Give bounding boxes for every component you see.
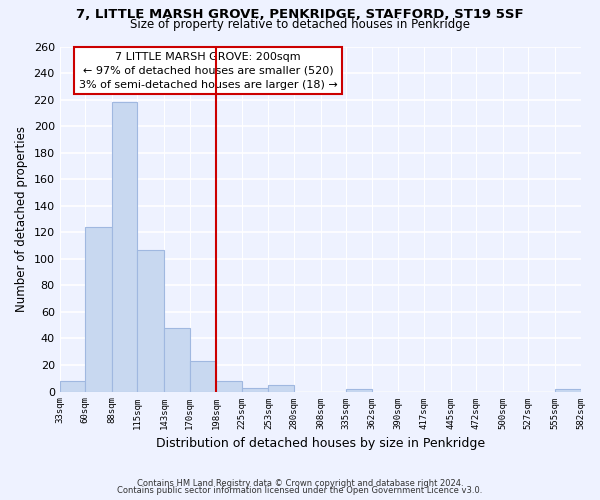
- Bar: [346, 389, 372, 392]
- Text: Size of property relative to detached houses in Penkridge: Size of property relative to detached ho…: [130, 18, 470, 31]
- Bar: [137, 250, 164, 392]
- Bar: [59, 381, 85, 392]
- Y-axis label: Number of detached properties: Number of detached properties: [15, 126, 28, 312]
- Bar: [190, 361, 216, 392]
- X-axis label: Distribution of detached houses by size in Penkridge: Distribution of detached houses by size …: [155, 437, 485, 450]
- Bar: [242, 388, 268, 392]
- Text: Contains public sector information licensed under the Open Government Licence v3: Contains public sector information licen…: [118, 486, 482, 495]
- Text: 7, LITTLE MARSH GROVE, PENKRIDGE, STAFFORD, ST19 5SF: 7, LITTLE MARSH GROVE, PENKRIDGE, STAFFO…: [76, 8, 524, 20]
- Bar: [164, 328, 190, 392]
- Bar: [112, 102, 137, 392]
- Text: 7 LITTLE MARSH GROVE: 200sqm
← 97% of detached houses are smaller (520)
3% of se: 7 LITTLE MARSH GROVE: 200sqm ← 97% of de…: [79, 52, 337, 90]
- Text: Contains HM Land Registry data © Crown copyright and database right 2024.: Contains HM Land Registry data © Crown c…: [137, 478, 463, 488]
- Bar: [216, 381, 242, 392]
- Bar: [85, 227, 112, 392]
- Bar: [555, 389, 581, 392]
- Bar: [268, 385, 294, 392]
